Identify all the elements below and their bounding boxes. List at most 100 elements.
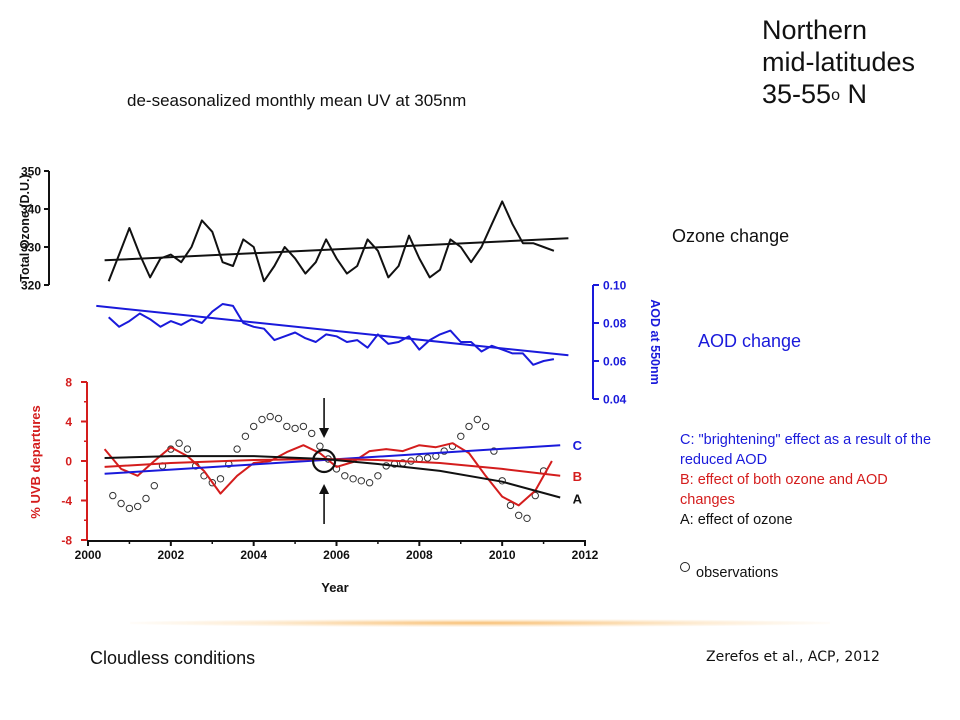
legend-c-line-1: C: "brightening" effect as a result of t… [680,432,932,448]
curve-legend: C: "brightening" effect as a result of t… [680,430,950,530]
observation-point [515,511,523,519]
observation-point [407,457,415,465]
ozone-tick-label-3: 350 [21,165,41,179]
observation-point [283,422,291,431]
observation-point [374,472,382,480]
legend-c-line-2: reduced AOD [680,452,768,468]
observation-point [498,477,506,485]
observation-point [274,414,283,423]
observation-point [490,447,498,455]
aod-tick-label-2: 0.08 [603,317,627,331]
ozone-tick-label-1: 330 [21,241,41,255]
observation-point [208,479,217,487]
observation-point [142,494,150,503]
curve-label-b: B [573,469,582,484]
legend-a: A: effect of ozone [680,512,793,528]
x-tick-label-0: 2000 [75,548,102,562]
observation-point [117,499,125,508]
observation-point [415,455,423,463]
observation-point [440,447,448,455]
x-tick-label-1: 2002 [157,548,184,562]
observation-circle-icon [680,562,690,572]
observation-point [167,445,175,453]
uvb-axis-label: % UVB departures [28,405,43,518]
observation-point [473,415,481,424]
region-latitude-range: 35-55 [762,79,832,109]
curve-c-line [104,444,561,475]
observation-point [365,479,374,487]
x-axis-label: Year [321,580,348,595]
ozone-tick-label-0: 320 [21,279,41,293]
observation-point [241,432,250,440]
observation-point [125,504,134,513]
observation-point [448,442,457,450]
region-line-3: 35-55o N [762,78,915,110]
aod-tick-label-1: 0.06 [603,355,627,369]
observation-point [200,472,208,480]
curve-label-a: A [573,492,583,507]
conditions-note: Cloudless conditions [90,648,256,668]
aod-series-line [108,303,555,366]
observation-point [150,482,159,490]
curve-b-line [104,457,561,477]
observation-point [258,415,266,424]
crossover-circle [311,448,337,474]
observation-point [432,452,440,460]
region-line-2: mid-latitudes [762,47,916,77]
citation: Zerefos et al., ACP, 2012 [706,649,880,665]
observation-point [457,432,465,440]
uvb-tick-label-1: -4 [61,494,72,508]
decorative-divider [130,619,830,627]
observation-point [324,455,332,463]
curve-a-line [104,455,561,499]
x-tick-label-2: 2004 [240,548,267,562]
aod-tick-label-3: 0.10 [603,279,627,293]
observation-point [523,514,531,522]
aod-trend-line [96,304,569,357]
observation-point [531,491,539,500]
observations-label: observations [696,565,779,581]
observation-point [183,445,192,453]
observation-point [308,429,316,438]
region-hemisphere: N [839,79,867,109]
up-arrow-icon [319,484,330,494]
x-tick-label-5: 2010 [489,548,516,562]
degree-superscript: o [831,87,840,104]
x-tick-label-3: 2006 [323,548,350,562]
ozone-series-line [107,200,555,283]
observation-point [349,475,357,483]
observation-point [134,502,142,511]
uvb-tick-label-0: -8 [61,534,72,548]
down-arrow-icon [319,428,330,438]
chart-subtitle: de-seasonalized monthly mean UV at 305nm [127,91,467,110]
observation-point [250,422,258,431]
aod-axis-label: AOD at 550nm [648,299,662,384]
observation-point [506,501,515,510]
curve-label-c: C [573,438,583,453]
observation-point [266,412,274,421]
observations-legend: observations [680,562,779,581]
aod-tick-label-0: 0.04 [603,393,627,407]
region-line-1: Northern [762,15,868,45]
observation-point [291,424,299,433]
region-title: Northern mid-latitudes 35-55o N [762,14,915,110]
observation-point [399,459,407,467]
uvb-departures-line [103,442,553,507]
uvb-tick-label-2: 0 [65,455,72,469]
observation-point [216,475,225,483]
x-tick-label-6: 2012 [572,548,599,562]
observation-point [109,491,117,500]
observation-point [175,439,183,447]
x-tick-label-4: 2008 [406,548,433,562]
observation-point [341,472,349,480]
ozone-axis-label: Total Ozone (D.U.) [18,174,32,281]
ozone-tick-label-2: 340 [21,203,41,217]
observation-point [390,460,399,468]
observation-point [465,422,473,431]
ozone-change-label: Ozone change [672,226,790,246]
aod-change-label: AOD change [698,331,802,351]
uvb-tick-label-3: 4 [65,415,72,429]
observation-point [382,462,390,470]
observation-point [423,454,432,462]
uvb-tick-label-4: 8 [65,376,72,390]
